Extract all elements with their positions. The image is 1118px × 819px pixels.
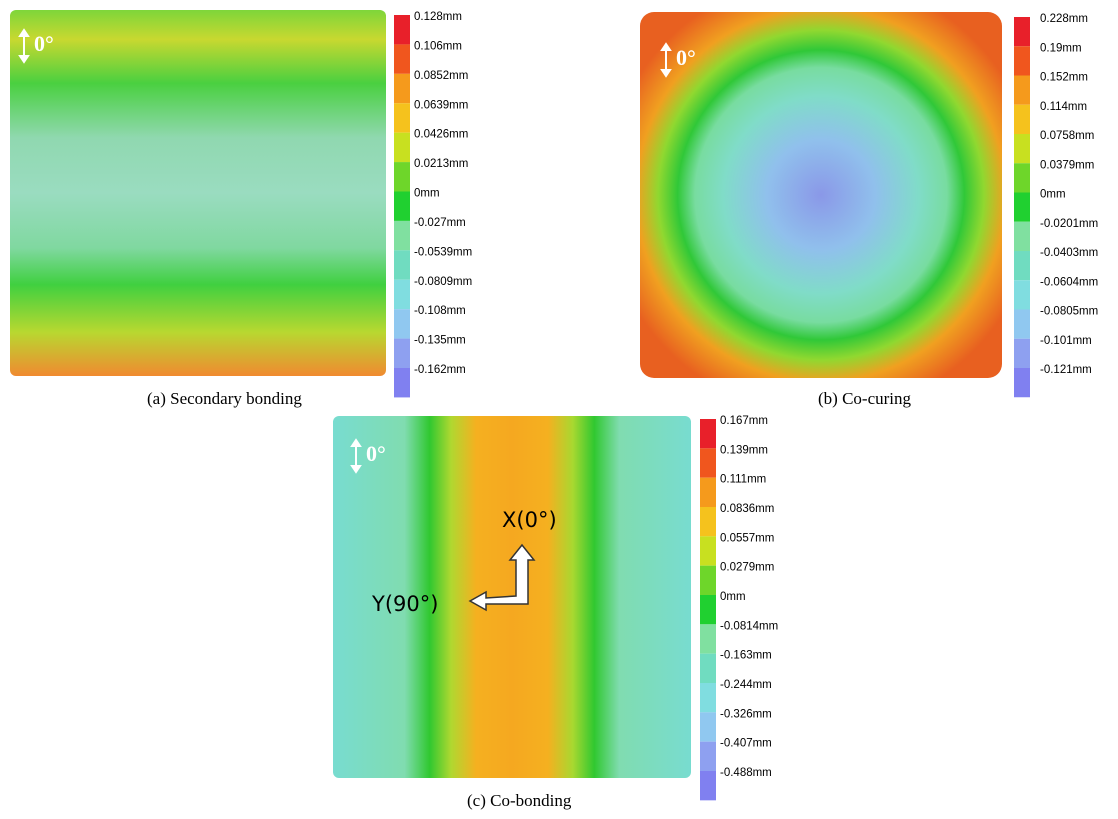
legend-swatch (700, 477, 716, 507)
legend-swatch (1014, 251, 1030, 281)
legend-label: -0.0201mm (1040, 218, 1098, 230)
legend-label: -0.488mm (720, 767, 772, 779)
deformation-map (640, 12, 1002, 378)
legend-swatch (700, 771, 716, 801)
legend-label: 0.139mm (720, 444, 768, 456)
legend-label: 0.152mm (1040, 72, 1088, 84)
legend-swatch (700, 624, 716, 654)
legend-swatch (700, 565, 716, 595)
legend-swatch (394, 338, 410, 368)
legend-label: 0.0852mm (414, 70, 468, 82)
legend-swatch (700, 536, 716, 566)
legend-swatch (1014, 280, 1030, 310)
legend-label: -0.0809mm (414, 276, 472, 288)
legend-label: -0.162mm (414, 364, 466, 376)
legend-swatch (394, 279, 410, 310)
orientation-arrow (18, 28, 30, 64)
legend-label: 0.19mm (1040, 42, 1082, 54)
legend-swatch (394, 191, 410, 221)
legend-label: 0.106mm (414, 40, 462, 52)
legend-label: -0.0403mm (1040, 247, 1098, 259)
legend-label: 0.128mm (414, 11, 462, 23)
legend-swatch (394, 73, 410, 104)
legend-swatch (700, 448, 716, 478)
legend-label: -0.0814mm (720, 620, 778, 632)
legend-swatch (1014, 104, 1030, 134)
legend-label: -0.326mm (720, 708, 772, 720)
legend-swatch (394, 162, 410, 192)
legend-swatch (700, 712, 716, 742)
legend-label: 0.0379mm (1040, 159, 1094, 171)
legend-label: -0.407mm (720, 738, 772, 750)
legend-label: -0.0539mm (414, 246, 472, 258)
legend-swatch (394, 250, 410, 280)
legend-label: -0.0604mm (1040, 276, 1098, 288)
legend-swatch (1014, 75, 1030, 105)
legend-swatch (394, 103, 410, 133)
legend-label: 0.0639mm (414, 99, 468, 111)
legend-label: 0.0836mm (720, 503, 774, 515)
legend-swatch (394, 368, 410, 398)
legend-swatch (700, 595, 716, 625)
legend-label: 0.167mm (720, 415, 768, 427)
caption: (b) Co-curing (818, 389, 912, 408)
legend-label: 0mm (414, 188, 440, 200)
legend-label: 0.228mm (1040, 13, 1088, 25)
legend-label: 0.0557mm (720, 532, 774, 544)
legend-swatch (700, 683, 716, 713)
legend-label: 0.0426mm (414, 129, 468, 141)
legend-swatch (700, 741, 716, 771)
legend-swatch (1014, 192, 1030, 222)
legend-swatch (1014, 221, 1030, 251)
legend-swatch (1014, 46, 1030, 76)
orientation-arrow (350, 438, 362, 474)
orientation-arrow (660, 42, 672, 78)
legend-swatch (1014, 309, 1030, 339)
legend-swatch (700, 507, 716, 537)
legend-label: -0.135mm (414, 335, 466, 347)
orientation-label: 0° (366, 441, 386, 466)
legend-swatch (1014, 163, 1030, 193)
legend-label: 0.114mm (1040, 101, 1087, 113)
legend-label: 0.0279mm (720, 562, 774, 574)
legend-swatch (394, 309, 410, 339)
legend-label: 0.0758mm (1040, 130, 1094, 142)
legend-label: -0.121mm (1040, 364, 1092, 376)
orientation-label: 0° (34, 31, 54, 56)
legend-label: 0mm (720, 591, 746, 603)
legend-label: 0.111mm (720, 474, 766, 486)
legend-swatch (700, 419, 716, 449)
legend-swatch (1014, 338, 1030, 368)
legend-label: -0.244mm (720, 679, 772, 691)
orientation-label: 0° (676, 45, 696, 70)
caption: (a) Secondary bonding (147, 389, 302, 408)
legend-swatch (394, 15, 410, 45)
legend-swatch (394, 132, 410, 163)
legend-swatch (1014, 368, 1030, 398)
y-axis-label: Y(90°) (371, 592, 438, 616)
deformation-map (10, 10, 386, 376)
x-axis-label: X(0°) (502, 508, 557, 532)
legend-label: 0mm (1040, 189, 1066, 201)
legend-label: -0.027mm (414, 217, 466, 229)
legend-label: -0.163mm (720, 650, 772, 662)
legend-label: -0.108mm (414, 305, 466, 317)
legend-label: -0.101mm (1040, 335, 1092, 347)
caption: (c) Co-bonding (467, 791, 572, 810)
legend-label: -0.0805mm (1040, 306, 1098, 318)
legend-swatch (394, 44, 410, 74)
legend-label: 0.0213mm (414, 158, 468, 170)
legend-swatch (1014, 134, 1030, 164)
legend-swatch (1014, 17, 1030, 47)
legend-swatch (394, 220, 410, 251)
axis-arrows (468, 543, 536, 612)
legend-swatch (700, 653, 716, 683)
